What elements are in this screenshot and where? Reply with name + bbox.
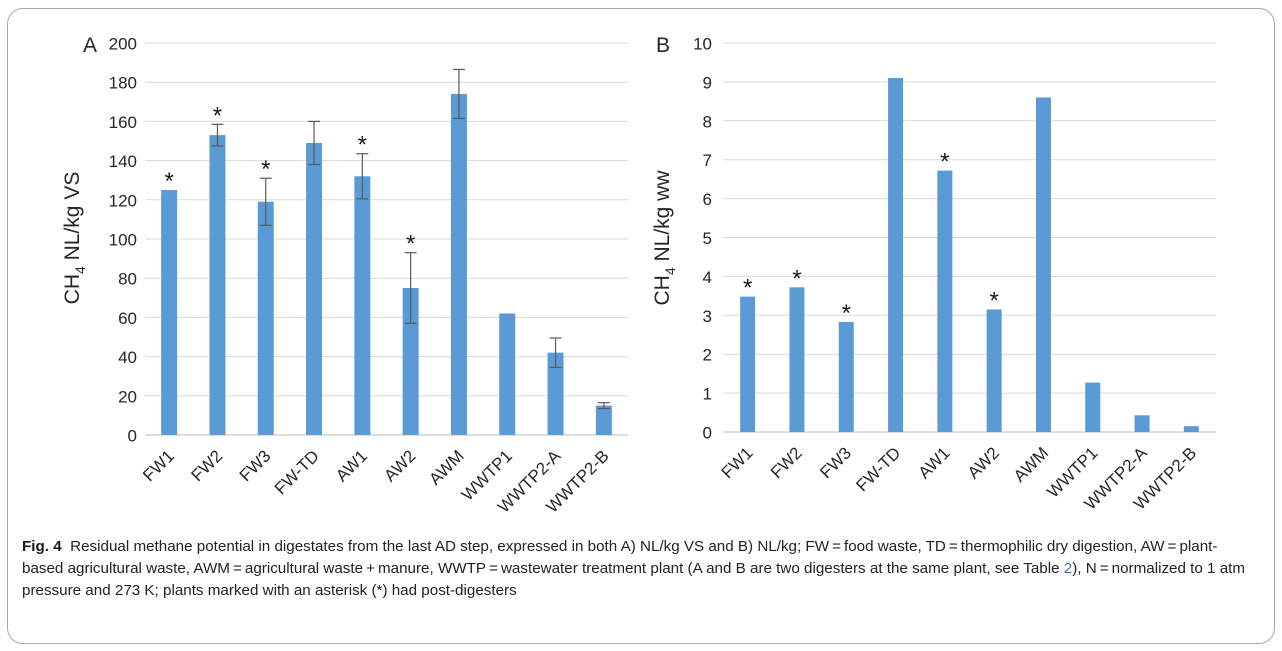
y-tick-label-b: 3 xyxy=(703,307,712,326)
y-tick-label-a: 60 xyxy=(118,309,137,328)
y-tick-label-b: 9 xyxy=(703,73,712,92)
asterisk-marker-b-fw2: * xyxy=(792,265,801,292)
bar-a-fw3 xyxy=(257,201,274,435)
asterisk-marker-b-fw1: * xyxy=(743,275,752,302)
x-tick-label-a: FW1 xyxy=(139,446,178,485)
figure-frame xyxy=(7,8,1275,644)
bar-b-awm xyxy=(1035,97,1051,433)
y-tick-label-a: 40 xyxy=(118,348,137,367)
asterisk-marker-a-aw2: * xyxy=(406,231,415,258)
x-tick-label-b: AWM xyxy=(1010,443,1052,485)
chart-panel-a: A CH4 NL/kg VS 0 20 40 60 80 100 120 140 160 180 2… xyxy=(61,34,628,517)
y-tick-label-b: 0 xyxy=(703,424,712,443)
x-tick-label-a: AW2 xyxy=(380,446,419,485)
bar-a-fw-td xyxy=(306,142,323,435)
panel-label-a: A xyxy=(83,34,97,57)
x-tick-label-b: FW1 xyxy=(718,443,757,482)
y-axis-title-b-subscript: 4 xyxy=(662,267,678,275)
y-axis-title-b-rest: NL/kg ww xyxy=(651,170,674,268)
bar-b-wwtp1 xyxy=(1085,382,1101,432)
y-tick-label-b: 7 xyxy=(703,151,712,170)
y-axis-title-a-rest: NL/kg VS xyxy=(61,172,84,267)
bar-b-fw3 xyxy=(838,321,854,432)
x-tick-label-a: FW2 xyxy=(187,446,226,485)
asterisk-marker-b-fw3: * xyxy=(842,300,851,327)
caption-text: Residual methane potential in digestates… xyxy=(22,538,1218,577)
asterisk-marker-a-fw3: * xyxy=(261,156,270,183)
bar-b-fw-td xyxy=(888,78,904,432)
figure-charts: A CH4 NL/kg VS 0204060801001201401601802… xyxy=(61,34,1216,517)
y-tick-label-b: 2 xyxy=(703,346,712,365)
y-axis-title-a: CH4 NL/kg VS xyxy=(61,172,88,305)
y-tick-label-a: 180 xyxy=(109,74,137,93)
bar-b-fw2 xyxy=(789,287,805,432)
y-tick-label-b: 10 xyxy=(693,35,712,54)
figure-caption: Fig. 4 Residual methane potential in dig… xyxy=(22,536,1257,602)
caption-label: Fig. 4 xyxy=(22,538,62,555)
asterisk-marker-a-fw2: * xyxy=(213,102,222,129)
bar-b-wwtp2-b xyxy=(1183,426,1199,432)
x-tick-label-b: AW1 xyxy=(915,443,954,482)
y-axis-title-a-subscript: 4 xyxy=(72,266,88,274)
bar-a-fw2 xyxy=(209,135,226,435)
y-tick-label-a: 140 xyxy=(109,152,137,171)
y-tick-label-a: 0 xyxy=(128,427,137,446)
x-tick-label-b: FW2 xyxy=(767,443,806,482)
y-axis-title-b-main: CH xyxy=(651,275,674,305)
table-reference-link[interactable]: 2 xyxy=(1063,560,1073,577)
bar-a-aw2 xyxy=(402,288,419,435)
bar-b-aw1 xyxy=(937,170,953,433)
asterisk-marker-b-aw1: * xyxy=(940,149,949,176)
y-tick-label-a: 100 xyxy=(109,231,137,250)
bar-b-aw2 xyxy=(986,309,1002,432)
asterisk-marker-a-aw1: * xyxy=(358,132,367,159)
y-tick-label-b: 5 xyxy=(703,229,712,248)
x-tick-label-a: AW1 xyxy=(332,446,371,485)
bar-a-wwtp1 xyxy=(499,313,516,435)
y-tick-label-b: 8 xyxy=(703,112,712,131)
chart-panel-b: B CH4 NL/kg ww 012345678910*FW1*FW2*FW3F… xyxy=(651,34,1216,514)
x-tick-label-a: AWM xyxy=(425,446,467,488)
y-axis-title-a-main: CH xyxy=(61,274,84,304)
bar-b-fw1 xyxy=(740,296,756,432)
y-tick-label-a: 20 xyxy=(118,387,137,406)
bar-a-wwtp2-a xyxy=(547,352,564,435)
y-tick-label-a: 120 xyxy=(109,191,137,210)
asterisk-marker-b-aw2: * xyxy=(989,287,998,314)
x-tick-label-b: FW-TD xyxy=(852,443,904,495)
bar-a-aw1 xyxy=(354,176,371,435)
panel-label-b: B xyxy=(656,34,670,57)
y-tick-label-a: 80 xyxy=(118,270,137,289)
x-tick-label-a: FW-TD xyxy=(271,446,323,498)
x-tick-label-b: FW3 xyxy=(816,443,855,482)
x-tick-label-a: FW3 xyxy=(236,446,275,485)
bar-b-wwtp2-a xyxy=(1134,415,1150,432)
bar-a-wwtp2-b xyxy=(595,405,612,435)
y-axis-title-b: CH4 NL/kg ww xyxy=(651,170,678,306)
caption-text-end: ), N = normalized to 1 atm pressure and … xyxy=(22,560,1246,599)
bar-a-fw1 xyxy=(161,190,178,435)
x-tick-label-b: AW2 xyxy=(964,443,1003,482)
bar-a-awm xyxy=(450,93,467,436)
y-tick-label-b: 1 xyxy=(703,385,712,404)
y-tick-label-b: 4 xyxy=(703,268,712,287)
y-tick-label-a: 160 xyxy=(109,113,137,132)
y-tick-label-b: 6 xyxy=(703,190,712,209)
asterisk-marker-a-fw1: * xyxy=(164,168,173,195)
y-tick-label-a: 200 xyxy=(109,35,137,54)
